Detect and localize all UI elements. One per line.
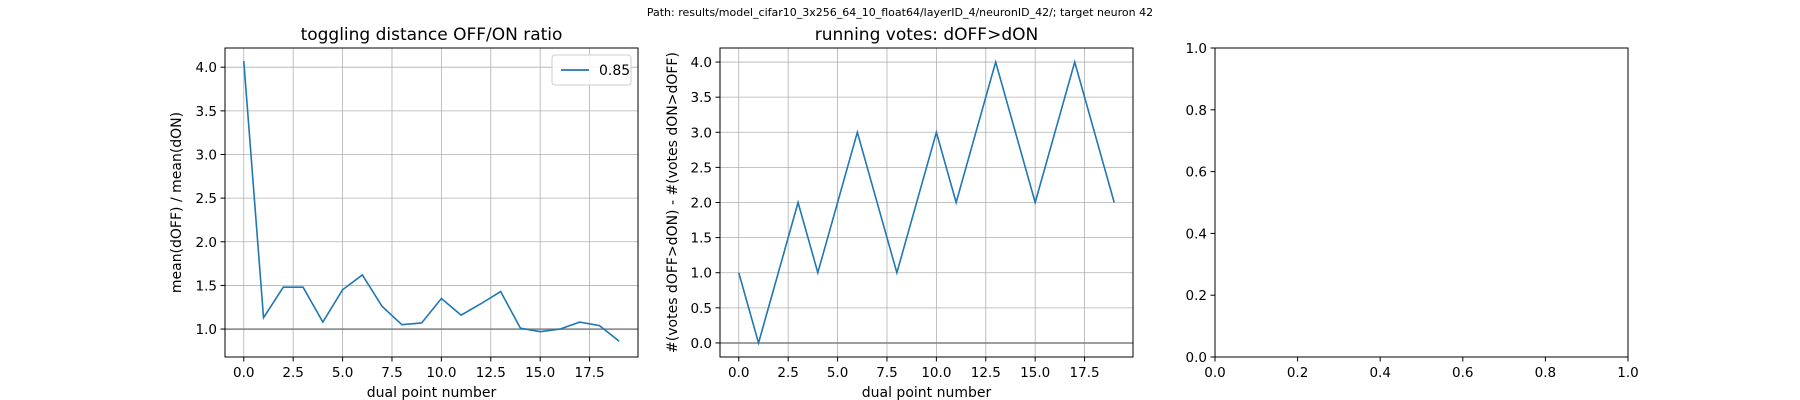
panel-3-y-tick-label-0: 0.0 xyxy=(1186,350,1207,366)
panel-2-x-tick-label-7: 17.5 xyxy=(1070,365,1100,381)
panel-3: 0.0 0.2 0.4 0.6 0.8 1.0 0.0 0.2 0.4 0.6 0.8 1.0 xyxy=(1186,41,1639,381)
panel-1: 0.0 2.5 5.0 7.5 10.0 12.5 15.0 17.5 1.0 1.5 2.0 2.5… xyxy=(169,25,639,400)
panel-3-x-tick-label-0: 0.0 xyxy=(1204,365,1225,381)
panel-1-x-tick-label-1: 2.5 xyxy=(282,365,303,381)
panel-2-y-tick-label-3: 1.5 xyxy=(691,231,712,247)
panel-2-y-tick-label-5: 2.5 xyxy=(691,160,712,176)
panel-1-y-tick-label-4: 3.0 xyxy=(196,147,217,163)
panel-3-x-tick-label-3: 0.6 xyxy=(1452,365,1473,381)
panel-1-legend-label-0: 0.85 xyxy=(599,63,630,79)
panel-1-y-axis-label: mean(dOFF) / mean(dON) xyxy=(169,112,185,293)
panel-2-x-tick-label-5: 12.5 xyxy=(971,365,1001,381)
panel-1-x-tick-label-6: 15.0 xyxy=(525,365,555,381)
panel-2-y-tick-label-4: 2.0 xyxy=(691,196,712,212)
panel-1-x-axis-label: dual point number xyxy=(367,385,497,400)
panel-1-y-tick-label-1: 1.5 xyxy=(196,278,217,294)
panel-2-y-axis-label: #(votes dOFF>dON) - #(votes dON>dOFF) xyxy=(665,52,681,353)
panel-1-y-tick-label-2: 2.0 xyxy=(196,235,217,251)
panel-2-y-tick-label-2: 1.0 xyxy=(691,266,712,282)
panel-3-y-tick-label-3: 0.6 xyxy=(1186,165,1207,181)
panel-2-x-tick-label-0: 0.0 xyxy=(728,365,749,381)
panel-1-y-tick-label-3: 2.5 xyxy=(196,191,217,207)
panel-1-x-tick-label-0: 0.0 xyxy=(233,365,254,381)
panel-3-x-tick-label-4: 0.8 xyxy=(1535,365,1556,381)
panel-1-x-tick-label-3: 7.5 xyxy=(381,365,402,381)
panel-3-x-tick-label-1: 0.2 xyxy=(1287,365,1308,381)
panel-3-y-tick-label-1: 0.2 xyxy=(1186,288,1207,304)
panel-2-x-tick-label-3: 7.5 xyxy=(876,365,897,381)
panel-1-y-tick-label-5: 3.5 xyxy=(196,104,217,120)
panel-3-y-tick-label-5: 1.0 xyxy=(1186,41,1207,57)
panel-2-y-tick-label-8: 4.0 xyxy=(691,55,712,71)
panel-1-legend: 0.85 xyxy=(551,54,632,86)
panel-3-x-tick-label-2: 0.4 xyxy=(1369,365,1390,381)
panel-2-y-tick-label-6: 3.0 xyxy=(691,125,712,141)
panel-1-x-tick-label-7: 17.5 xyxy=(575,365,605,381)
panel-2-y-tick-label-7: 3.5 xyxy=(691,90,712,106)
panel-3-y-tick-label-2: 0.4 xyxy=(1186,226,1207,242)
panel-1-series-line-0 xyxy=(242,61,620,342)
panel-1-x-tick-label-4: 10.0 xyxy=(426,365,456,381)
panel-2: 0.0 2.5 5.0 7.5 10.0 12.5 15.0 17.5 0.0 0.5 1.0 1.5… xyxy=(665,25,1134,400)
panel-2-x-tick-label-4: 10.0 xyxy=(921,365,951,381)
panel-1-y-tick-label-6: 4.0 xyxy=(196,60,217,76)
panel-3-y-tick-label-4: 0.8 xyxy=(1186,103,1207,119)
figure-suptitle: Path: results/model_cifar10_3x256_64_10_… xyxy=(647,6,1153,19)
panel-1-frame xyxy=(224,47,639,358)
panel-1-y-tick-label-0: 1.0 xyxy=(196,322,217,338)
panel-2-title: running votes: dOFF>dON xyxy=(815,25,1038,45)
panel-3-frame xyxy=(1214,47,1629,358)
panel-2-x-tick-label-6: 15.0 xyxy=(1020,365,1050,381)
panel-2-y-tick-label-1: 0.5 xyxy=(691,301,712,317)
panel-2-x-tick-label-2: 5.0 xyxy=(827,365,848,381)
panel-2-x-axis-label: dual point number xyxy=(862,385,992,400)
panel-1-x-tick-label-2: 5.0 xyxy=(332,365,353,381)
panel-1-title: toggling distance OFF/ON ratio xyxy=(301,25,563,45)
panel-1-legend-box xyxy=(551,54,632,86)
panel-2-y-tick-label-0: 0.0 xyxy=(691,336,712,352)
panel-3-x-tick-label-5: 1.0 xyxy=(1617,365,1638,381)
panel-2-series-line-0 xyxy=(737,59,1116,346)
panel-1-x-tick-label-5: 12.5 xyxy=(476,365,506,381)
panel-2-x-tick-label-1: 2.5 xyxy=(777,365,798,381)
